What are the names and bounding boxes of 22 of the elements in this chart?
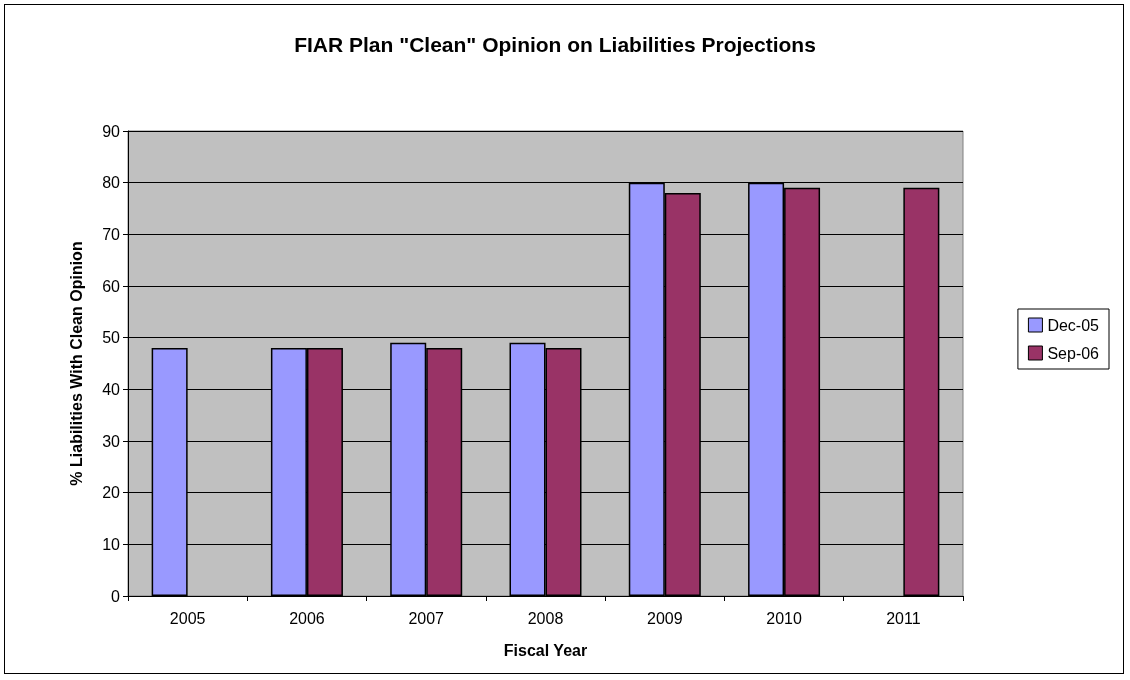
x-tick-label: 2007 — [408, 609, 445, 627]
y-tick-label: 70 — [102, 225, 121, 243]
x-axis-title: Fiscal Year — [503, 641, 588, 659]
y-tick-label: 50 — [102, 329, 121, 347]
legend-label: Dec-05 — [1047, 316, 1100, 334]
y-tick-label: 80 — [102, 174, 121, 192]
x-tick-label: 2011 — [886, 609, 921, 627]
y-tick-label: 0 — [111, 587, 121, 605]
y-tick-label: 40 — [102, 380, 121, 398]
x-tick-label: 2010 — [766, 609, 802, 627]
x-tick-label: 2005 — [169, 609, 206, 627]
x-tick-label: 2009 — [646, 609, 683, 627]
y-tick-label: 20 — [102, 484, 121, 502]
legend-label: Sep-06 — [1047, 344, 1100, 362]
y-tick-label: 60 — [102, 277, 121, 295]
y-axis-title: % Liabilities With Clean Opinion — [67, 241, 85, 486]
x-tick-label: 2006 — [289, 609, 325, 627]
x-tick-label: 2008 — [527, 609, 564, 627]
y-tick-label: 10 — [102, 535, 121, 553]
y-tick-label: 90 — [102, 122, 121, 140]
y-tick-label: 30 — [102, 432, 121, 450]
chart-title: FIAR Plan "Clean" Opinion on Liabilities Projections — [294, 33, 816, 56]
